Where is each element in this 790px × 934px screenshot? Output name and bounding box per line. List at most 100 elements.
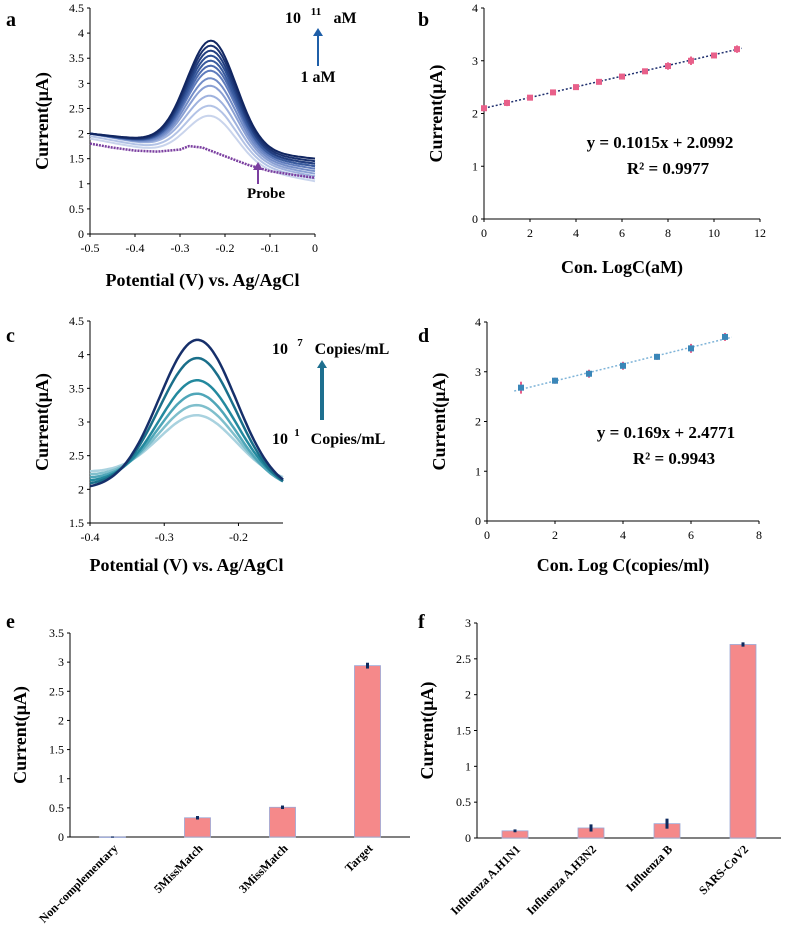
y-tick-label: 1: [472, 159, 478, 173]
regression-equation: y = 0.1015x + 2.0992: [587, 133, 734, 152]
x-tick-label: -0.2: [229, 530, 248, 544]
chart-a: 0 0.5 1 1.5 2 2.5 3 3.5 4 4.5 -0.5 -0.4 -0.3 -0.2 -0.1…: [32, 1, 357, 291]
y-tick-label: 2: [475, 415, 481, 429]
y-tick-label: 1.5: [49, 743, 64, 757]
data-point: [734, 46, 740, 53]
bar: [269, 806, 296, 838]
x-tick-label: -0.5: [81, 241, 100, 255]
x-tick-label: 8: [665, 226, 671, 240]
x-tick-label: 10: [708, 226, 720, 240]
category-label: SARS-CoV2: [696, 842, 751, 897]
y-tick-label: 4: [78, 348, 84, 362]
y-tick-label: 3: [58, 655, 64, 669]
y-axis-title: Current(μA): [417, 682, 438, 780]
x-tick-label: -0.4: [81, 530, 100, 544]
y-tick-label: 3: [472, 54, 478, 68]
y-tick-label: 2.5: [69, 101, 84, 115]
y-axis-title: Current(μA): [10, 686, 31, 784]
chart-f: 0 0.5 1 1.5 2 2.5 3 Current(μA) Influenza A.H1N1…: [417, 616, 781, 918]
category-label: 5MissMatch: [151, 841, 206, 896]
panel-label-a: a: [6, 9, 16, 31]
x-tick-label: 6: [688, 528, 694, 542]
y-tick-label: 2: [58, 713, 64, 727]
probe-arrow-head: [253, 162, 263, 170]
y-tick-label: 0: [475, 514, 481, 528]
x-axis-title: Potential (V) vs. Ag/AgCl: [106, 270, 300, 291]
data-point: [552, 377, 558, 384]
data-point: [620, 362, 626, 369]
annotation-top-exp: 11: [311, 6, 321, 18]
y-tick-label: 1.5: [69, 152, 84, 166]
series-line-11: [89, 39, 316, 160]
x-tick-label: -0.2: [216, 241, 235, 255]
y-tick-label: 4.5: [69, 314, 84, 328]
data-point: [711, 52, 717, 59]
series-line-7: [89, 59, 316, 168]
x-tick-label: 8: [756, 528, 762, 542]
panel-label-c: c: [6, 325, 15, 347]
x-tick-label: 4: [573, 226, 579, 240]
data-point: [642, 68, 648, 75]
y-tick-label: 3.5: [69, 51, 84, 65]
category-label: Non-complementary: [36, 841, 120, 925]
data-point: [550, 89, 556, 96]
data-point: [573, 84, 579, 91]
panel-label-e: e: [6, 611, 15, 633]
y-axis-title: Current(μA): [429, 373, 450, 471]
data-point: [596, 78, 602, 85]
chart-d: 0 1 2 3 4 0 2 4 6 8 Con. Log C(copies/ml) Current(μ…: [429, 315, 762, 576]
x-tick-label: 12: [754, 226, 766, 240]
series-line-5: [89, 69, 316, 170]
y-tick-label: 4: [472, 1, 478, 15]
y-tick-label: 3: [78, 76, 84, 90]
x-axis-title: Con. LogC(aM): [561, 257, 683, 278]
x-tick-label: 4: [620, 528, 626, 542]
x-axis-title: Con. Log C(copies/ml): [537, 555, 710, 576]
annotation-top-base: 10: [285, 10, 301, 27]
data-point: [654, 353, 660, 360]
y-tick-label: 1.5: [69, 516, 84, 530]
bar: [729, 644, 757, 839]
y-tick-label: 1.5: [456, 724, 471, 738]
trend-line: [483, 47, 742, 109]
data-point: [722, 333, 728, 340]
x-tick-label: 2: [552, 528, 558, 542]
y-tick-label: 3.5: [69, 381, 84, 395]
y-tick-label: 3.5: [49, 626, 64, 640]
y-tick-label: 3: [465, 616, 471, 630]
annotation-bottom-base: 10: [272, 431, 288, 448]
concentration-bar: [320, 364, 324, 420]
y-axis-title: Current(μA): [32, 373, 53, 471]
data-point: [481, 105, 487, 112]
y-tick-label: 1: [475, 464, 481, 478]
annotation-top-unit: Copies/mL: [315, 341, 390, 358]
series-line-4: [89, 356, 284, 485]
y-tick-label: 2.5: [456, 652, 471, 666]
y-tick-label: 0.5: [49, 801, 64, 815]
y-tick-label: 4.5: [69, 1, 84, 15]
y-tick-label: 2: [78, 127, 84, 141]
data-point: [688, 345, 694, 352]
chart-e: 0 0.5 1 1.5 2 2.5 3 3.5 Current(μA) Non-complemen…: [10, 626, 410, 926]
x-tick-label: -0.1: [261, 241, 280, 255]
annotation-top-exp: 7: [297, 337, 303, 349]
annotation-bottom-unit: Copies/mL: [311, 431, 386, 448]
data-point: [504, 99, 510, 106]
annotation-top-base: 10: [272, 341, 288, 358]
y-tick-label: 1: [465, 759, 471, 773]
x-tick-label: 2: [527, 226, 533, 240]
y-tick-label: 0: [78, 227, 84, 241]
y-axis-title: Current(μA): [426, 65, 447, 163]
x-tick-label: -0.3: [155, 530, 174, 544]
x-tick-label: -0.3: [171, 241, 190, 255]
y-tick-label: 4: [78, 26, 84, 40]
y-tick-label: 0: [472, 212, 478, 226]
y-tick-label: 3: [475, 365, 481, 379]
x-tick-label: 0: [484, 528, 490, 542]
y-tick-label: 2.5: [49, 684, 64, 698]
series-line-8: [89, 54, 316, 165]
y-tick-label: 1: [58, 772, 64, 786]
y-tick-label: 3: [78, 415, 84, 429]
